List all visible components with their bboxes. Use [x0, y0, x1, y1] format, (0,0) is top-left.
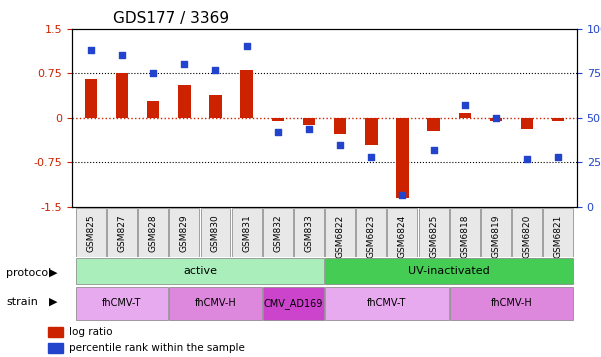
Bar	[48, 343, 63, 353]
Bar	[116, 73, 128, 118]
FancyBboxPatch shape	[356, 207, 386, 257]
Point	[273, 129, 282, 135]
Text: fhCMV-T: fhCMV-T	[102, 298, 142, 308]
Bar	[85, 79, 97, 118]
Bar	[521, 118, 533, 129]
Text: GSM830: GSM830	[211, 215, 220, 252]
FancyBboxPatch shape	[512, 207, 542, 257]
Text: fhCMV-H: fhCMV-H	[490, 298, 532, 308]
FancyBboxPatch shape	[294, 207, 324, 257]
FancyBboxPatch shape	[325, 207, 355, 257]
Text: GSM829: GSM829	[180, 215, 189, 252]
Point	[398, 192, 407, 197]
Point	[86, 47, 96, 53]
Text: GSM6822: GSM6822	[335, 215, 344, 258]
Text: GSM825: GSM825	[87, 215, 96, 252]
Point	[211, 67, 221, 72]
FancyBboxPatch shape	[138, 207, 168, 257]
FancyBboxPatch shape	[107, 207, 137, 257]
Point	[522, 156, 532, 162]
FancyBboxPatch shape	[450, 207, 480, 257]
Bar	[459, 113, 471, 118]
Bar	[240, 70, 253, 118]
Text: UV-inactivated: UV-inactivated	[408, 266, 490, 276]
Bar	[490, 118, 502, 121]
Bar	[365, 118, 377, 145]
Text: GSM6824: GSM6824	[398, 215, 407, 258]
Text: GSM6825: GSM6825	[429, 215, 438, 258]
Point	[117, 52, 127, 58]
Text: GSM833: GSM833	[305, 215, 314, 252]
Bar	[272, 118, 284, 121]
FancyBboxPatch shape	[325, 287, 448, 320]
Bar	[147, 101, 159, 118]
FancyBboxPatch shape	[543, 207, 573, 257]
Text: strain: strain	[6, 297, 38, 307]
Text: ▶: ▶	[49, 268, 57, 278]
FancyBboxPatch shape	[263, 287, 324, 320]
Point	[460, 102, 469, 108]
Text: GDS177 / 3369: GDS177 / 3369	[112, 11, 228, 26]
Text: CMV_AD169: CMV_AD169	[264, 298, 323, 309]
Text: GSM832: GSM832	[273, 215, 282, 252]
Bar	[427, 118, 440, 131]
FancyBboxPatch shape	[388, 207, 418, 257]
Bar	[396, 118, 409, 198]
Text: log ratio: log ratio	[69, 327, 112, 337]
Bar	[303, 118, 315, 125]
Text: percentile rank within the sample: percentile rank within the sample	[69, 343, 245, 353]
Bar	[552, 118, 564, 121]
Text: GSM6821: GSM6821	[554, 215, 563, 258]
FancyBboxPatch shape	[76, 207, 106, 257]
FancyBboxPatch shape	[325, 258, 573, 284]
Text: fhCMV-H: fhCMV-H	[195, 298, 236, 308]
Text: GSM6818: GSM6818	[460, 215, 469, 258]
FancyBboxPatch shape	[481, 207, 511, 257]
Text: fhCMV-T: fhCMV-T	[367, 298, 406, 308]
Text: GSM6820: GSM6820	[523, 215, 532, 258]
FancyBboxPatch shape	[169, 207, 200, 257]
Point	[367, 154, 376, 160]
Point	[429, 147, 438, 153]
Point	[180, 61, 189, 67]
Bar	[209, 95, 222, 118]
Text: protocol: protocol	[6, 268, 51, 278]
Point	[335, 142, 345, 147]
FancyBboxPatch shape	[76, 287, 168, 320]
Text: GSM827: GSM827	[117, 215, 126, 252]
Point	[242, 44, 251, 49]
Text: ▶: ▶	[49, 297, 57, 307]
FancyBboxPatch shape	[76, 258, 324, 284]
Point	[304, 126, 314, 131]
Bar	[334, 118, 346, 135]
FancyBboxPatch shape	[201, 207, 230, 257]
FancyBboxPatch shape	[231, 207, 261, 257]
Point	[554, 154, 563, 160]
Text: GSM6819: GSM6819	[492, 215, 501, 258]
Text: active: active	[183, 266, 217, 276]
FancyBboxPatch shape	[263, 207, 293, 257]
FancyBboxPatch shape	[169, 287, 261, 320]
FancyBboxPatch shape	[419, 207, 448, 257]
Text: GSM6823: GSM6823	[367, 215, 376, 258]
Text: GSM828: GSM828	[148, 215, 157, 252]
Point	[148, 70, 158, 76]
Text: GSM831: GSM831	[242, 215, 251, 252]
Bar	[48, 327, 63, 337]
FancyBboxPatch shape	[450, 287, 573, 320]
Bar	[178, 85, 191, 118]
Point	[491, 115, 501, 121]
